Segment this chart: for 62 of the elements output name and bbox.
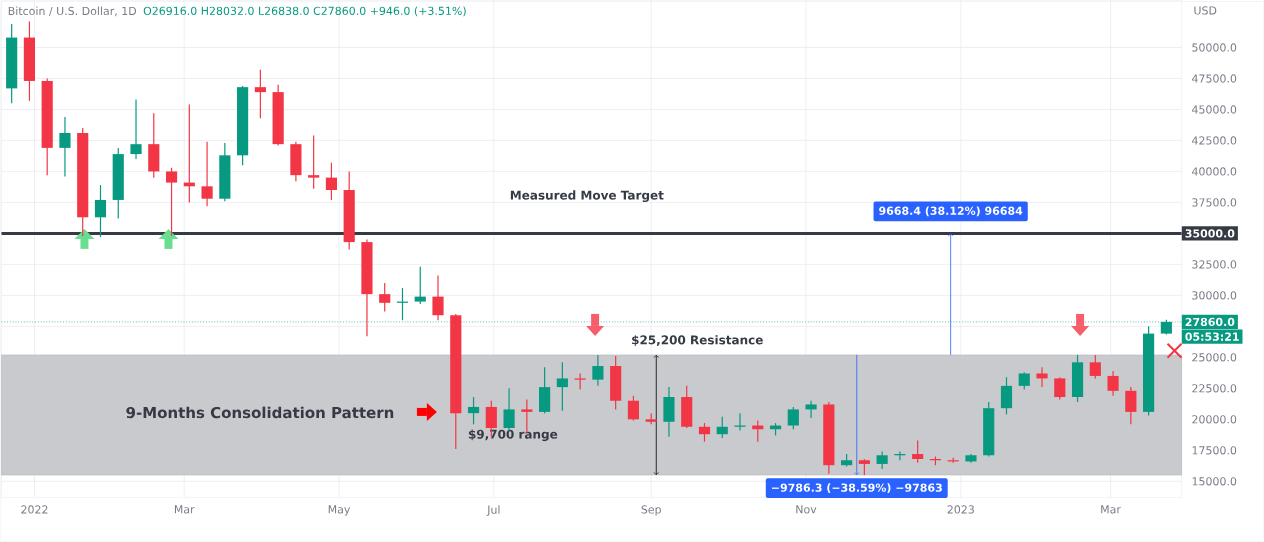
y-tick-label: 50000.0 xyxy=(1192,43,1237,52)
x-tick-label: 2023 xyxy=(947,505,974,514)
candlestick xyxy=(414,266,426,305)
candlestick xyxy=(450,313,462,450)
y-tick-label: 32500.0 xyxy=(1192,260,1237,269)
candlestick xyxy=(59,116,71,178)
candlestick xyxy=(343,170,355,251)
y-tick-label: 45000.0 xyxy=(1192,105,1237,114)
annotation: $25,200 Resistance xyxy=(632,335,763,347)
candlestick xyxy=(308,135,320,190)
candlestick xyxy=(165,167,178,237)
candlestick xyxy=(574,372,586,391)
y-tick-label: 37500.0 xyxy=(1192,198,1237,207)
annotation: 9668.4 (38.12%) 96684 xyxy=(879,206,1023,217)
candlestick xyxy=(823,401,835,475)
candlestick xyxy=(254,69,266,119)
candlestick xyxy=(805,400,817,419)
y-tick-label: 25000.0 xyxy=(1192,353,1237,362)
y-tick-label: 40000.0 xyxy=(1192,167,1237,176)
x-tick-label: Sep xyxy=(641,505,661,516)
candlestick xyxy=(539,366,551,414)
candlestick xyxy=(219,142,231,202)
y-tick-label: 30000.0 xyxy=(1192,291,1237,300)
x-tick-label: Jul xyxy=(486,505,500,516)
x-tick-label: Mar xyxy=(1101,505,1121,514)
candlestick xyxy=(130,99,142,160)
candlestick xyxy=(112,147,124,220)
text: 05:53:21 xyxy=(1185,332,1239,341)
candlestick xyxy=(787,406,799,430)
candlestick xyxy=(1054,376,1066,401)
y-tick-label: 22500.0 xyxy=(1192,384,1237,393)
candlestick xyxy=(379,282,391,313)
candlestick xyxy=(610,355,622,411)
text: Bitcoin / U.S. Dollar, 1D xyxy=(8,6,137,17)
candlestick xyxy=(1107,370,1119,397)
y-tick-label: 15000.0 xyxy=(1192,477,1237,486)
candlestick xyxy=(663,386,675,438)
ref-line-label: 35000.0 xyxy=(1185,229,1235,238)
x-tick-label: Mar xyxy=(174,505,195,514)
candlestick xyxy=(1071,354,1084,403)
x-tick-label: 2022 xyxy=(21,505,48,514)
x-tick-label: Nov xyxy=(796,505,817,514)
annotation: Measured Move Target xyxy=(510,190,664,203)
annotation: $9,700 range xyxy=(468,429,558,442)
y-tick-label: 17500.0 xyxy=(1192,446,1237,455)
candlestick xyxy=(1089,354,1101,380)
candlestick xyxy=(41,78,53,176)
y-tick-label: 20000.0 xyxy=(1192,415,1237,424)
candlestick xyxy=(201,141,213,207)
candlestick xyxy=(556,361,568,412)
y-axis-title: USD xyxy=(1194,6,1217,15)
ref-line-label: 27860.0 xyxy=(1185,317,1235,327)
candlestick xyxy=(1036,366,1048,388)
annotation: −9786.3 (−38.59%) −97863 xyxy=(771,483,942,494)
y-tick-label: 47500.0 xyxy=(1192,74,1237,83)
candlestick xyxy=(681,385,693,429)
candlestick xyxy=(912,439,924,464)
y-tick-label: 42500.0 xyxy=(1192,136,1237,145)
annotation: 9-Months Consolidation Pattern xyxy=(126,406,394,419)
annotation: O26916.0 H28032.0 L26838.0 C27860.0 +946.0 (+3.51%) xyxy=(143,6,466,17)
x-tick-label: May xyxy=(328,505,351,516)
candlestick xyxy=(361,239,373,338)
